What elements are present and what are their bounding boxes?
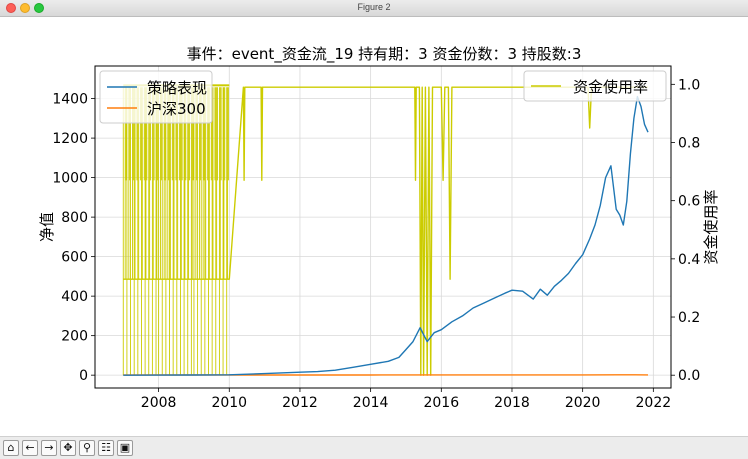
y-tick-label-left: 800 bbox=[61, 210, 88, 226]
y-tick-label-right: 0.6 bbox=[678, 194, 700, 210]
y-tick-label-right: 1.0 bbox=[678, 77, 700, 93]
y-tick-label-left: 200 bbox=[61, 329, 88, 345]
configure-subplots-button[interactable]: ☷ bbox=[98, 440, 114, 456]
y-tick-label-left: 600 bbox=[61, 250, 88, 266]
y-tick-label-left: 1200 bbox=[52, 131, 88, 147]
zoom-button[interactable]: ⚲ bbox=[79, 440, 95, 456]
y-tick-label-right: 0.2 bbox=[678, 310, 700, 326]
y-tick-label-left: 1400 bbox=[52, 92, 88, 108]
forward-button[interactable]: → bbox=[41, 440, 57, 456]
legend-entry: 沪深300 bbox=[147, 100, 206, 118]
navigation-toolbar: ⌂←→✥⚲☷▣ bbox=[0, 436, 748, 459]
x-tick-label: 2022 bbox=[636, 395, 672, 411]
x-tick-label: 2014 bbox=[353, 395, 389, 411]
y-tick-label-right: 0.8 bbox=[678, 136, 700, 152]
y-axis-label-left: 净值 bbox=[38, 212, 56, 242]
x-tick-label: 2008 bbox=[141, 395, 177, 411]
x-tick-label: 2010 bbox=[211, 395, 247, 411]
y-tick-label-left: 0 bbox=[79, 368, 88, 384]
legend-right: 资金使用率 bbox=[524, 71, 666, 101]
x-tick-label: 2016 bbox=[423, 395, 459, 411]
y-tick-label-right: 0.4 bbox=[678, 252, 700, 268]
back-button[interactable]: ← bbox=[22, 440, 38, 456]
legend-entry: 资金使用率 bbox=[573, 78, 648, 96]
y-tick-label-left: 1000 bbox=[52, 171, 88, 187]
chart-title: 事件：event_资金流_19 持有期：3 资金份数：3 持股数:3 bbox=[187, 45, 582, 64]
y-tick-label-right: 0.0 bbox=[678, 368, 700, 384]
x-tick-label: 2012 bbox=[282, 395, 318, 411]
x-tick-label: 2020 bbox=[565, 395, 601, 411]
figure-canvas: 2008 2010 2012 2014 2016 2018 2020 2022 0 200 400 6… bbox=[0, 17, 748, 436]
pan-button[interactable]: ✥ bbox=[60, 440, 76, 456]
save-button[interactable]: ▣ bbox=[117, 440, 133, 456]
window-title: Figure 2 bbox=[0, 2, 748, 12]
y-tick-label-left: 400 bbox=[61, 289, 88, 305]
home-button[interactable]: ⌂ bbox=[3, 440, 19, 456]
x-tick-label: 2018 bbox=[494, 395, 530, 411]
legend-entry: 策略表现 bbox=[147, 79, 207, 97]
y-axis-label-right: 资金使用率 bbox=[702, 189, 720, 264]
window-titlebar: Figure 2 bbox=[0, 0, 748, 17]
